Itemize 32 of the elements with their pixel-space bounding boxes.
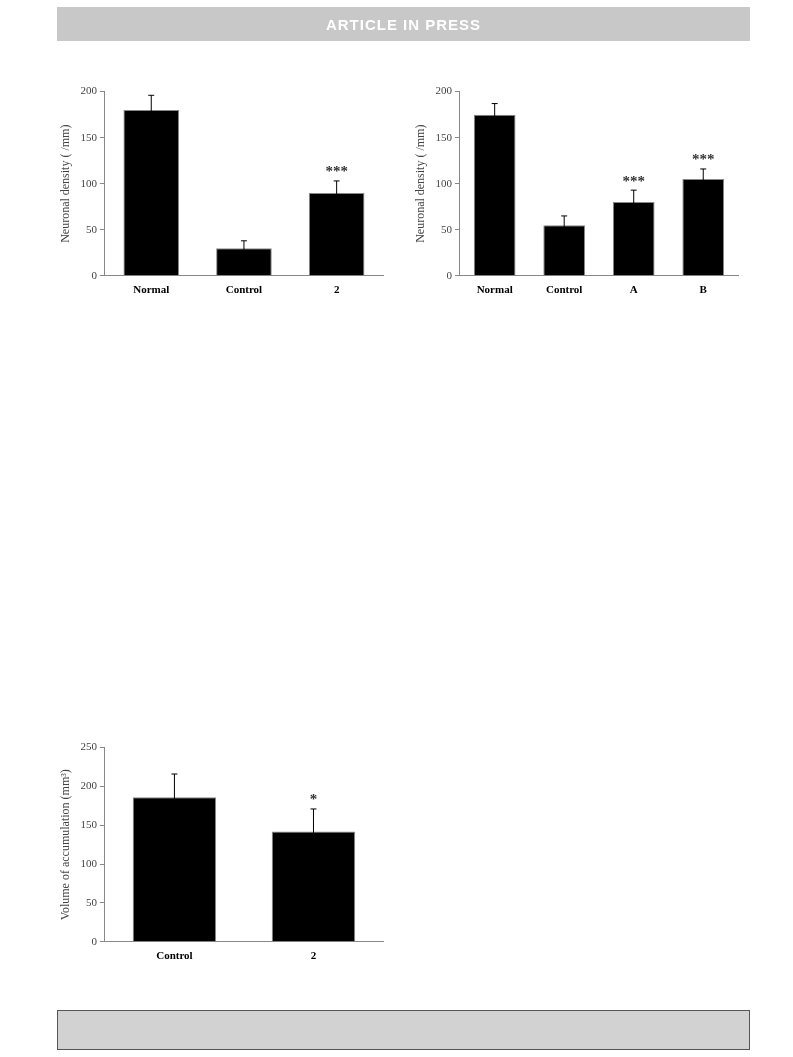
y-axis-title: Neuronal density ( /mm) [413, 124, 428, 243]
y-tick-label: 50 [85, 895, 98, 908]
x-tick-label: Normal [133, 283, 170, 296]
y-tick-label: 100 [80, 176, 98, 189]
x-tick-label: A [629, 283, 638, 296]
x-tick-label: Control [225, 283, 263, 296]
y-tick-label: 100 [80, 857, 98, 870]
y-tick-label: 150 [435, 130, 453, 143]
y-tick-label: 0 [446, 268, 453, 281]
y-tick-label: 0 [91, 934, 98, 947]
annotation: *** [325, 163, 348, 180]
y-tick-label: 50 [440, 222, 453, 235]
x-tick-label: 2 [310, 949, 317, 962]
y-tick-label: 250 [80, 740, 98, 753]
y-tick-label: 150 [80, 818, 98, 831]
x-tick-label: B [699, 283, 708, 296]
x-tick-label: Normal [476, 283, 513, 296]
y-tick-label: 100 [435, 176, 453, 189]
y-axis-title: Neuronal density ( /mm) [58, 124, 73, 243]
x-tick-label: Control [156, 949, 193, 962]
y-tick-label: 50 [85, 222, 98, 235]
y-tick-label: 200 [435, 84, 453, 97]
x-tick-label: 2 [333, 283, 340, 296]
y-axis-title: Volume of accumulation (mm³) [58, 769, 73, 921]
annotation: *** [691, 151, 715, 168]
x-tick-label: Control [545, 283, 583, 296]
y-tick-label: 200 [80, 84, 98, 97]
annotation: *** [622, 172, 645, 189]
y-tick-label: 200 [80, 779, 98, 792]
y-tick-label: 150 [80, 130, 98, 143]
y-tick-label: 0 [91, 268, 98, 281]
annotation: * [309, 791, 318, 808]
